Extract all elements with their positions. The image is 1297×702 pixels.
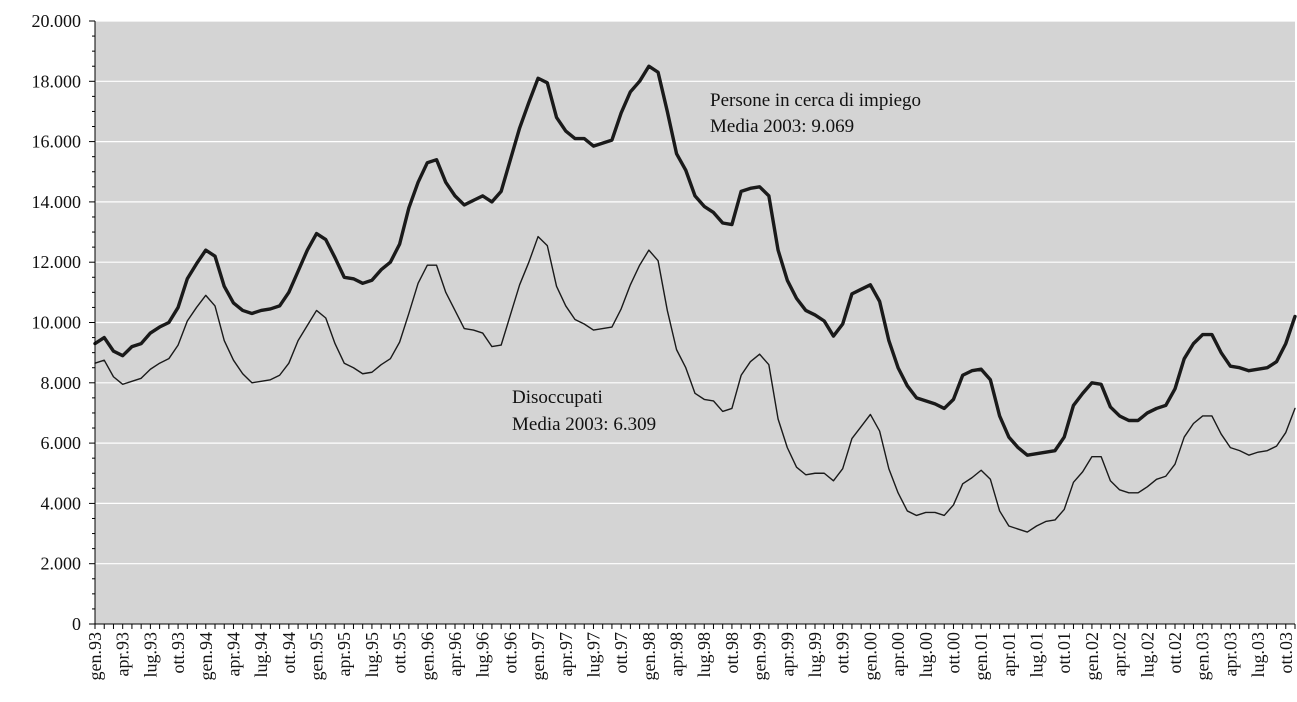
x-tick-label: apr.03 — [1220, 632, 1240, 677]
y-tick-label: 8.000 — [41, 373, 82, 393]
x-tick-label: gen.93 — [85, 632, 105, 681]
x-tick-label: ott.97 — [611, 632, 631, 674]
x-tick-label: lug.94 — [251, 632, 271, 678]
x-tick-label: lug.96 — [473, 632, 493, 678]
x-tick-label: gen.02 — [1082, 632, 1102, 681]
annotation-disoccupati-line-1: Disoccupati — [512, 387, 603, 408]
x-tick-label: ott.01 — [1054, 632, 1074, 674]
x-tick-label: gen.01 — [971, 632, 991, 681]
x-tick-label: ott.96 — [500, 632, 520, 674]
x-tick-label: ott.99 — [833, 632, 853, 674]
x-tick-label: apr.93 — [113, 632, 133, 677]
x-tick-label: ott.98 — [722, 632, 742, 674]
x-tick-label: ott.94 — [279, 632, 299, 674]
y-tick-label: 20.000 — [32, 11, 82, 31]
x-tick-label: ott.00 — [943, 632, 963, 674]
x-tick-label: gen.97 — [528, 632, 548, 681]
x-tick-label: lug.03 — [1248, 632, 1268, 678]
x-tick-label: gen.00 — [860, 632, 880, 681]
x-tick-label: apr.00 — [888, 632, 908, 677]
x-tick-label: apr.99 — [777, 632, 797, 677]
x-tick-label: lug.98 — [694, 632, 714, 678]
y-tick-label: 4.000 — [41, 493, 82, 513]
gridlines — [95, 20, 1295, 565]
x-tick-label: lug.00 — [916, 632, 936, 678]
series-disoccupati-line — [94, 235, 1296, 533]
x-tick-label: gen.94 — [196, 632, 216, 681]
x-tick-label: lug.02 — [1137, 632, 1157, 678]
x-tick-label: lug.97 — [583, 632, 603, 678]
y-tick-label: 18.000 — [32, 71, 82, 91]
annotation-disoccupati-line-2: Media 2003: 6.309 — [512, 414, 656, 435]
x-tick-label: gen.03 — [1193, 632, 1213, 681]
x-axis: gen.93 apr.93 lug.93 ott.93 gen.94 apr.94 lug.… — [85, 624, 1296, 681]
x-tick-label: lug.01 — [1027, 632, 1047, 678]
x-tick-label: lug.95 — [362, 632, 382, 678]
y-tick-label: 14.000 — [32, 192, 82, 212]
x-tick-label: gen.95 — [307, 632, 327, 681]
y-axis: 0 2.000 4.000 6.000 8.000 10.000 12.000 14.000 1… — [32, 11, 95, 634]
x-tick-label: ott.03 — [1276, 632, 1296, 674]
x-tick-label: apr.98 — [667, 632, 687, 677]
x-tick-label: lug.99 — [805, 632, 825, 678]
x-tick-label: lug.93 — [140, 632, 160, 678]
annotation-persone-line-1: Persone in cerca di impiego — [710, 90, 921, 111]
y-tick-label: 2.000 — [41, 554, 82, 574]
x-tick-label: ott.02 — [1165, 632, 1185, 674]
x-tick-label: apr.02 — [1110, 632, 1130, 677]
x-tick-label: gen.98 — [639, 632, 659, 681]
x-tick-label: ott.95 — [390, 632, 410, 674]
series-persone-in-cerca-line — [93, 64, 1297, 457]
series-layer — [93, 64, 1297, 533]
x-tick-label: apr.94 — [223, 632, 243, 677]
x-tick-label: ott.93 — [168, 632, 188, 674]
y-tick-label: 12.000 — [32, 252, 82, 272]
y-tick-label: 0 — [72, 614, 81, 634]
x-tick-label: apr.96 — [445, 632, 465, 677]
x-tick-label: apr.01 — [999, 632, 1019, 677]
y-tick-label: 6.000 — [41, 433, 82, 453]
y-tick-label: 16.000 — [32, 132, 82, 152]
x-tick-label: apr.95 — [334, 632, 354, 677]
x-tick-label: apr.97 — [556, 632, 576, 677]
annotation-persone-line-2: Media 2003: 9.069 — [710, 116, 854, 137]
y-tick-label: 10.000 — [32, 313, 82, 333]
x-tick-label: gen.96 — [417, 632, 437, 681]
x-tick-label: gen.99 — [750, 632, 770, 681]
